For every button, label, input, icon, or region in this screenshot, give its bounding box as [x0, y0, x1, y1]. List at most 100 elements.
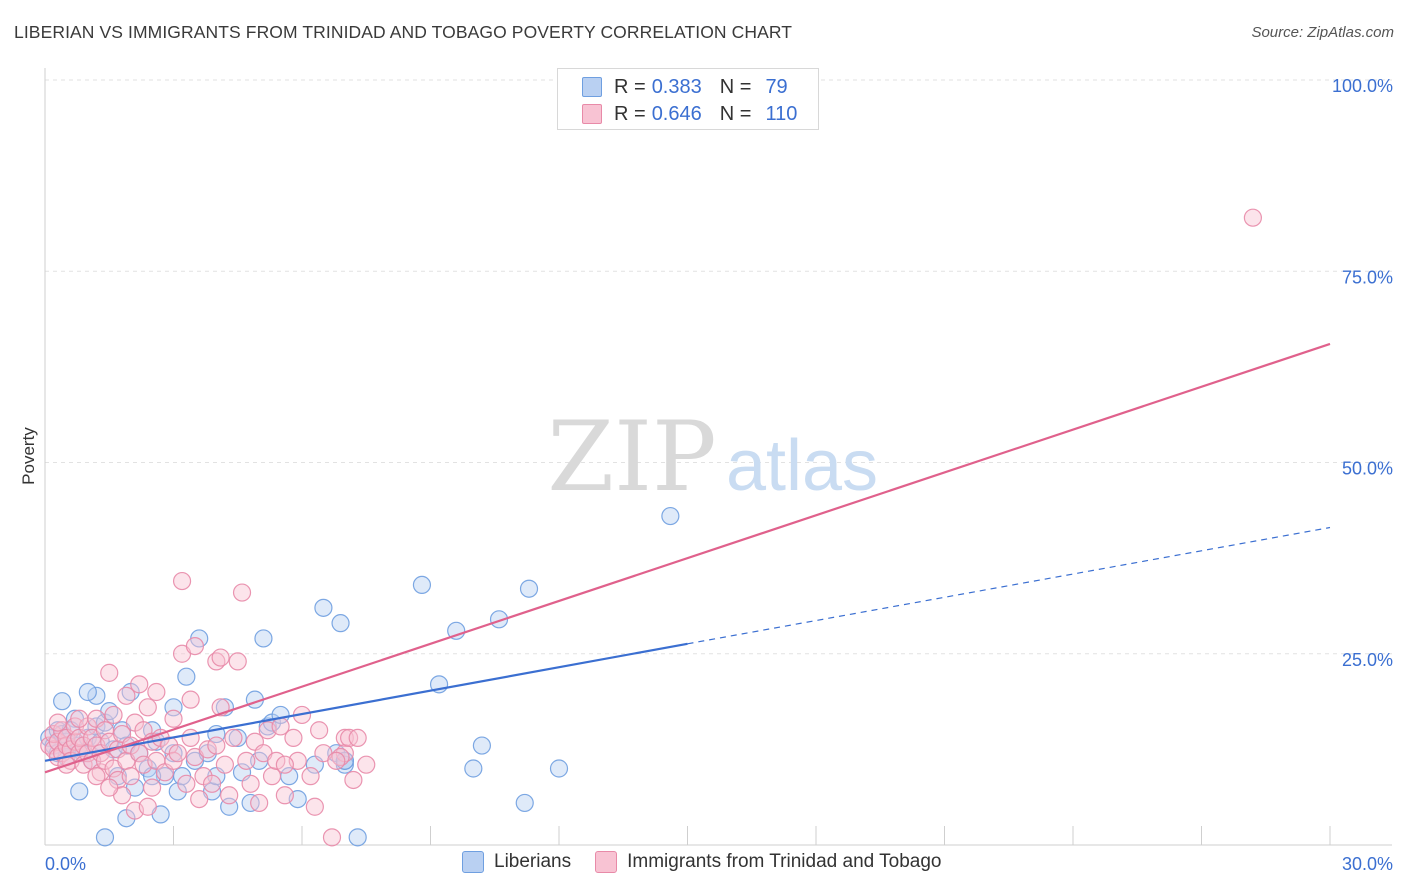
watermark-atlas: atlas	[726, 426, 878, 506]
legend-r-label: R =	[614, 102, 646, 125]
data-point	[70, 782, 89, 801]
legend-n-value: 79	[765, 75, 788, 98]
legend-row-liberians: R = 0.383 N = 79	[582, 75, 788, 99]
data-point	[254, 629, 273, 648]
data-point	[447, 621, 466, 640]
data-point	[228, 728, 247, 748]
data-point	[357, 755, 376, 774]
data-point	[185, 636, 205, 656]
data-point	[241, 774, 260, 793]
chart-title: LIBERIAN VS IMMIGRANTS FROM TRINIDAD AND…	[14, 22, 793, 42]
data-point	[87, 686, 106, 705]
data-point	[177, 774, 196, 793]
data-point	[412, 575, 432, 595]
y-tick-label: 25.0%	[1342, 650, 1393, 670]
x-tick-label: 0.0%	[45, 854, 86, 874]
tick-labels: 25.0% 50.0% 75.0% 100.0% 0.0% 30.0%	[45, 76, 1393, 874]
data-point	[190, 789, 209, 809]
data-point	[211, 648, 230, 667]
bottom-legend-swatch-liberians	[462, 851, 484, 873]
data-point	[348, 828, 367, 847]
data-point	[348, 728, 367, 748]
bottom-legend: Liberians Immigrants from Trinidad and T…	[462, 851, 965, 873]
data-point	[100, 778, 119, 797]
trend-line-liberians	[44, 642, 688, 762]
data-point	[305, 797, 324, 816]
data-point	[53, 692, 72, 711]
y-tick-label: 75.0%	[1342, 267, 1393, 287]
data-point	[95, 721, 115, 740]
legend-swatch-liberians	[582, 77, 602, 97]
data-point	[549, 759, 569, 778]
legend: R = 0.383 N = 79 R = 0.646 N = 110	[557, 68, 819, 130]
data-point	[100, 663, 119, 682]
data-point	[198, 740, 217, 759]
data-point	[95, 828, 115, 847]
data-point	[515, 793, 534, 813]
data-point	[121, 767, 140, 786]
y-tick-label: 100.0%	[1332, 76, 1393, 96]
bottom-legend-liberians: Liberians	[462, 851, 571, 873]
data-point	[87, 767, 106, 786]
data-point	[344, 770, 363, 790]
data-point	[250, 793, 269, 813]
x-tick-label: 30.0%	[1342, 854, 1393, 874]
data-point	[519, 579, 539, 598]
data-point	[237, 751, 256, 770]
data-point	[138, 797, 157, 816]
data-point	[661, 506, 680, 526]
legend-n-label: N =	[719, 75, 752, 98]
legend-n-value: 110	[765, 102, 798, 125]
y-tick-label: 50.0%	[1342, 459, 1393, 479]
data-point	[104, 705, 123, 725]
data-point	[181, 690, 200, 709]
data-point	[1243, 208, 1263, 227]
trend-lines	[44, 342, 1331, 774]
bottom-legend-label: Liberians	[494, 851, 572, 872]
data-point	[142, 778, 162, 797]
data-point	[207, 736, 226, 755]
data-point	[177, 667, 196, 686]
watermark-zip: ZIP	[547, 401, 716, 513]
y-axis-label: Poverty	[19, 427, 38, 485]
data-point	[275, 755, 294, 774]
data-point	[464, 759, 483, 778]
data-point	[70, 709, 89, 728]
legend-n-label: N =	[719, 102, 752, 125]
data-point	[335, 728, 354, 748]
legend-r-value: 0.383	[651, 75, 702, 98]
data-point	[172, 571, 192, 591]
bottom-legend-label: Immigrants from Trinidad and Tobago	[627, 851, 942, 872]
data-point	[138, 698, 157, 717]
grid-lines	[45, 79, 1392, 655]
data-point	[220, 786, 239, 805]
series-trinidad	[40, 208, 1263, 847]
source-label: Source: ZipAtlas.com	[1251, 24, 1394, 41]
data-point	[228, 652, 247, 671]
data-point	[275, 786, 294, 805]
watermark: ZIP atlas	[547, 401, 878, 513]
bottom-legend-trinidad: Immigrants from Trinidad and Tobago	[595, 851, 941, 873]
data-point	[322, 828, 342, 847]
data-point	[215, 755, 234, 774]
data-point	[168, 744, 187, 763]
data-point	[202, 774, 222, 793]
legend-swatch-trinidad	[582, 104, 602, 124]
data-point	[301, 767, 320, 786]
data-point	[224, 728, 243, 748]
data-point	[267, 751, 286, 770]
axes	[44, 68, 1392, 846]
data-point	[117, 686, 136, 705]
data-point	[78, 682, 97, 702]
data-point	[472, 736, 491, 755]
data-point	[164, 709, 183, 728]
data-point	[130, 675, 149, 694]
data-point	[327, 751, 346, 770]
data-point	[310, 721, 329, 740]
data-point	[331, 614, 350, 633]
bottom-legend-swatch-trinidad	[595, 851, 618, 873]
data-point	[284, 728, 303, 748]
legend-r-value: 0.646	[651, 102, 702, 125]
trend-line-liberians-extension	[687, 526, 1331, 645]
